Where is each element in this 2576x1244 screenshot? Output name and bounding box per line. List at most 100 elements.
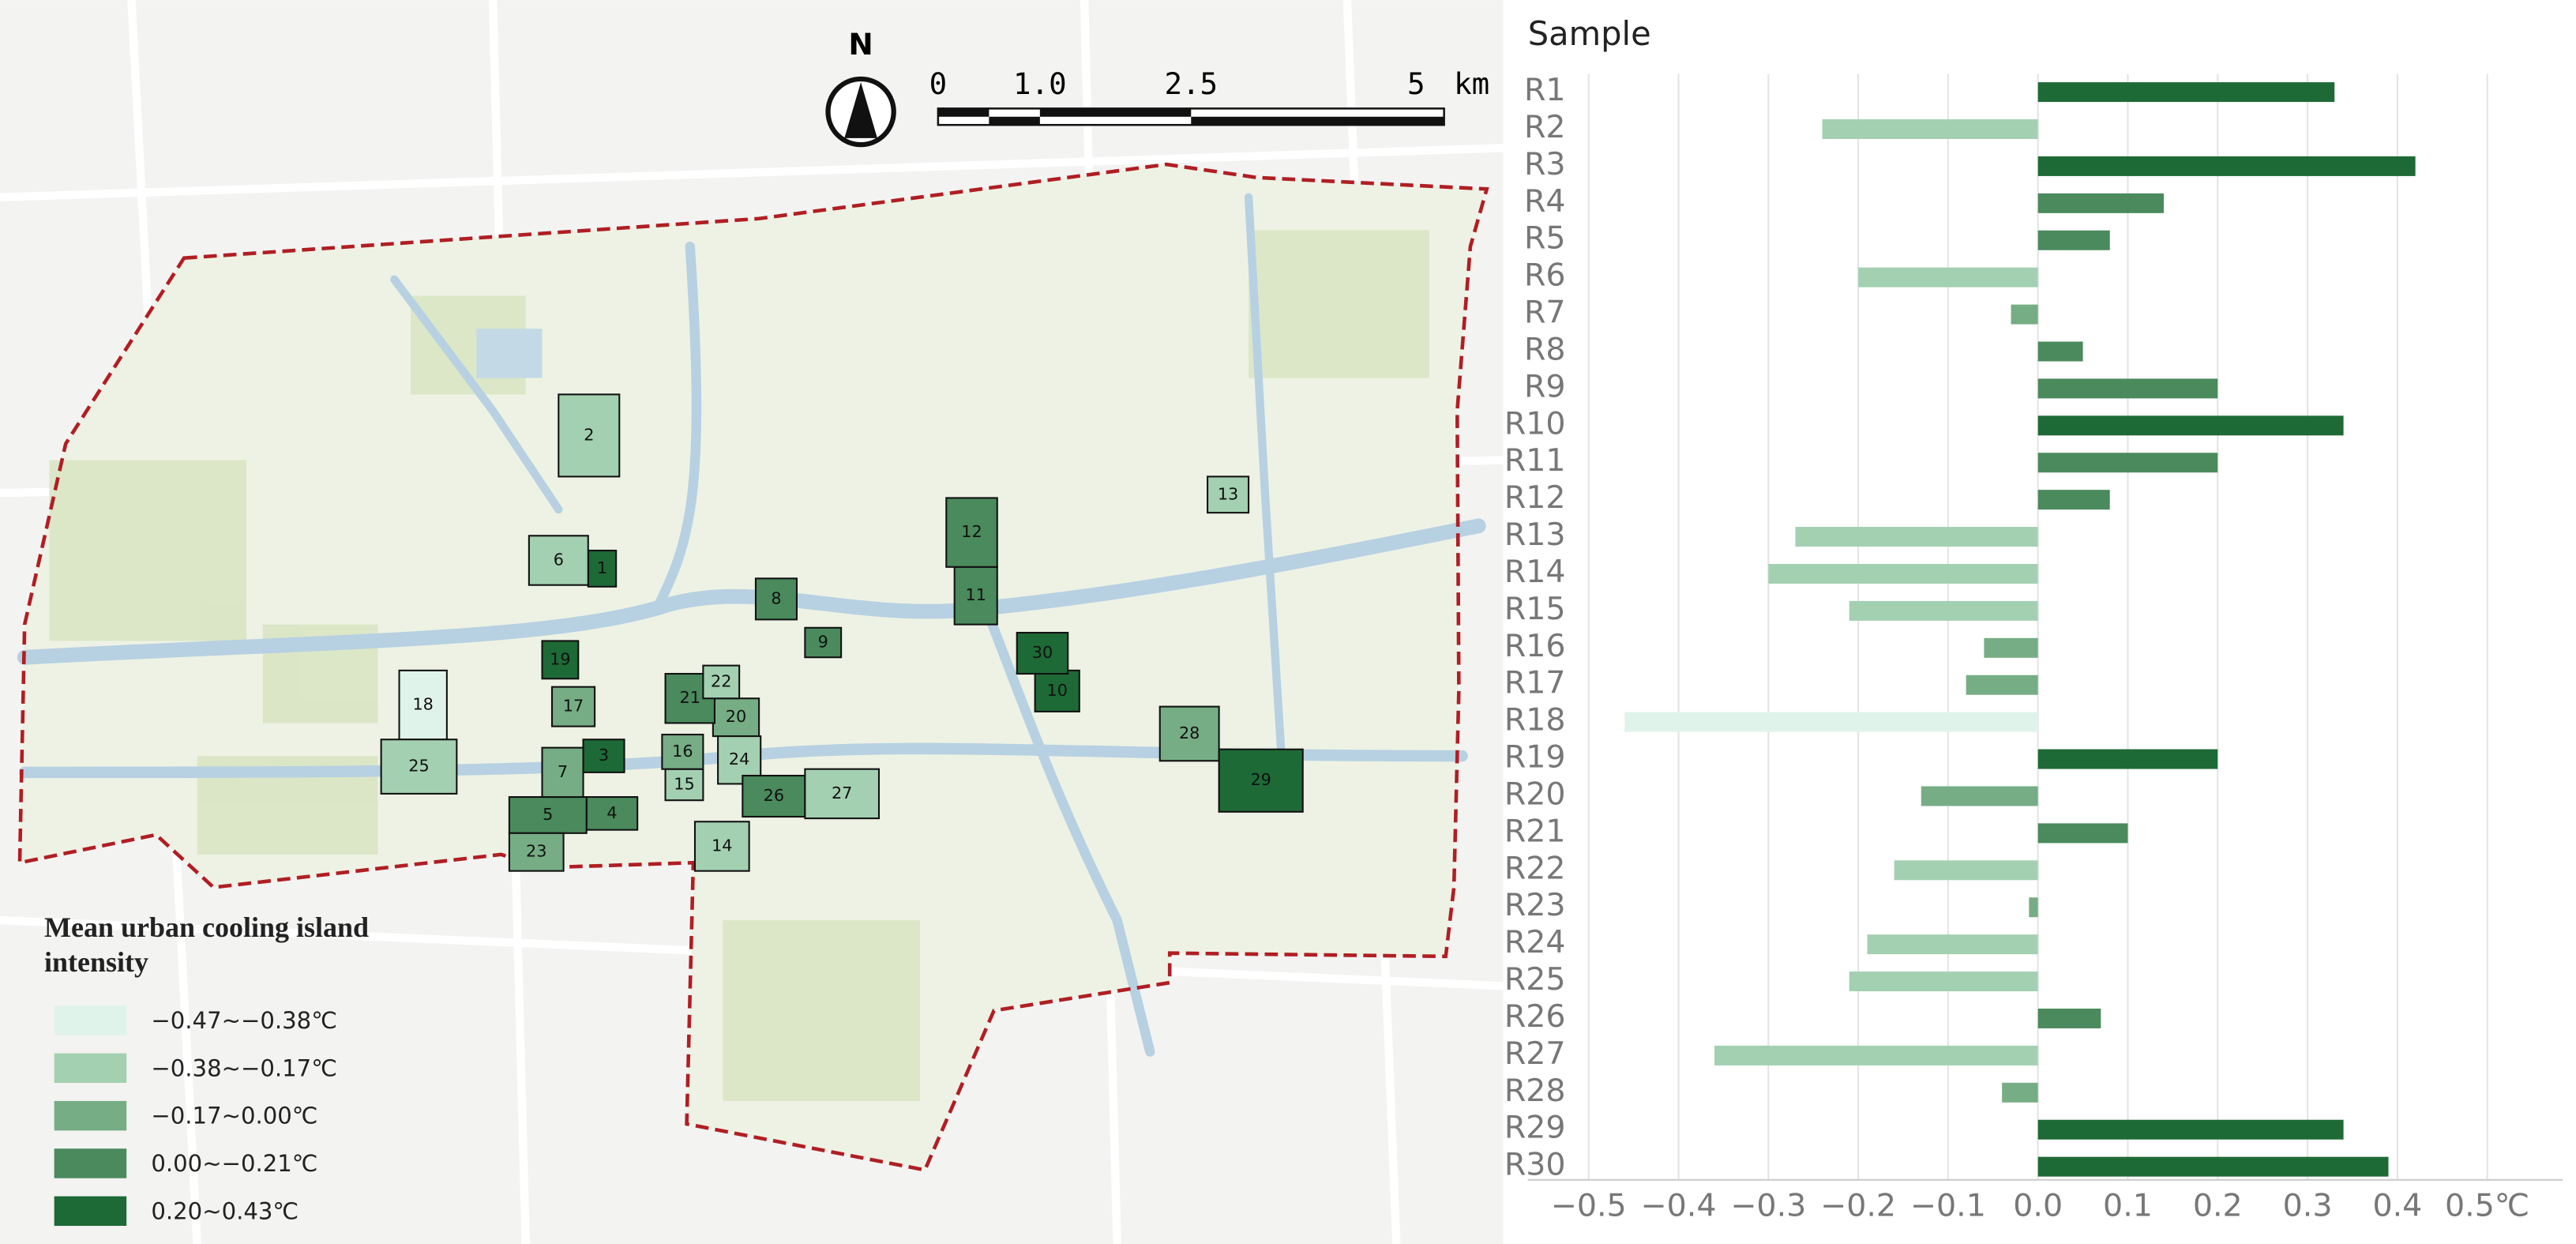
scale-seg [937,108,989,117]
bar [2037,490,2110,510]
scale-seg [1039,108,1192,117]
boundary [17,162,1489,1172]
y-tick-label: R15 [1504,591,1566,627]
zone [1034,669,1080,712]
legend-label: 0.20~0.43℃ [151,1197,299,1224]
bar [1822,119,2038,139]
bar [1894,860,2038,881]
zone [693,821,750,872]
bar [2037,823,2128,844]
y-tick-label: R18 [1504,702,1566,739]
y-tick-label: R8 [1524,331,1566,367]
y-tick-label: R30 [1504,1147,1566,1183]
y-tick-label: R13 [1504,517,1566,553]
zone-label: 29 [1250,770,1271,789]
zone [541,640,580,680]
zone-label: 24 [729,750,749,769]
zone-label: 9 [818,633,828,652]
y-tick-label: R17 [1504,665,1566,701]
scale-label: 5 [1407,66,1425,101]
zone [1207,475,1250,514]
x-tick-label: −0.2 [1820,1188,1896,1224]
bar [2037,1156,2389,1177]
zone [585,796,639,831]
zone-label: 20 [726,707,746,726]
bar [1867,934,2038,955]
zone-label: 27 [832,784,852,802]
y-tick-label: R9 [1524,368,1566,404]
zone-label: 28 [1179,723,1200,742]
y-tick-label: R1 [1524,72,1566,108]
zone [742,774,806,818]
bar [2037,749,2218,769]
bar [2037,415,2344,436]
x-tick-label: 0.1 [2103,1188,2153,1224]
scale-label: 1.0 [1013,66,1067,101]
zone-label: 12 [961,522,982,541]
zone [550,686,596,727]
axis-title: Sample [1528,14,1651,53]
zone-label: 18 [412,695,433,714]
zone [754,577,798,621]
x-tick-label: −0.1 [1910,1188,1986,1224]
bar [2037,378,2218,399]
zone [528,535,589,586]
y-tick-label: R10 [1504,405,1566,442]
zone-label: 2 [584,425,594,444]
bar [1921,786,2038,806]
zone [661,733,704,770]
bar [1714,1045,2038,1065]
legend-swatch [54,1148,127,1178]
bar [2011,304,2038,325]
y-tick-label: R5 [1524,220,1566,257]
zone [508,832,565,872]
y-tick-label: R16 [1504,628,1566,664]
zone-label: 11 [965,585,986,604]
y-tick-label: R27 [1504,1035,1566,1072]
zone [1016,631,1069,675]
legend-swatch [54,1100,127,1131]
y-tick-label: R12 [1504,479,1566,516]
north-arrow [844,82,877,138]
zone-label: 5 [543,805,553,824]
legend-title: Mean urban cooling island intensity [44,911,370,978]
bar [2029,897,2038,918]
zone [945,497,998,568]
y-tick-label: R14 [1504,554,1566,590]
bar [1768,564,2038,584]
zone-label: 22 [711,671,731,690]
zone-label: 15 [674,774,694,793]
legend-label: 0.00~−0.21℃ [151,1150,317,1177]
zone-label: 10 [1046,681,1067,700]
north-label: N [848,27,873,62]
bar [2037,193,2164,213]
x-tick-label: 0.5℃ [2445,1188,2529,1224]
zone [804,626,843,659]
x-tick-label: 0.3 [2283,1188,2333,1224]
bar [1966,675,2038,695]
scale-label: 2.5 [1164,66,1218,101]
legend-label: −0.47~−0.38℃ [151,1007,337,1034]
legend-swatch [54,1196,127,1227]
zone-label: 8 [771,588,781,607]
x-tick-label: −0.4 [1641,1188,1717,1224]
zone-label: 30 [1032,643,1053,662]
zone-label: 7 [558,762,568,781]
bar [1624,712,2038,732]
y-tick-label: R6 [1524,257,1566,294]
bar [2037,230,2110,250]
y-tick-label: R22 [1504,850,1566,886]
bar [2037,1008,2101,1028]
y-tick-label: R3 [1524,146,1566,182]
x-tick-label: −0.5 [1551,1188,1627,1224]
bar [1795,527,2038,547]
y-tick-label: R11 [1504,442,1566,479]
zone [558,393,621,478]
y-tick-label: R23 [1504,887,1566,923]
zone [380,739,458,795]
scale-seg [1191,116,1444,126]
zone [541,746,584,799]
zone-label: 6 [554,550,564,569]
